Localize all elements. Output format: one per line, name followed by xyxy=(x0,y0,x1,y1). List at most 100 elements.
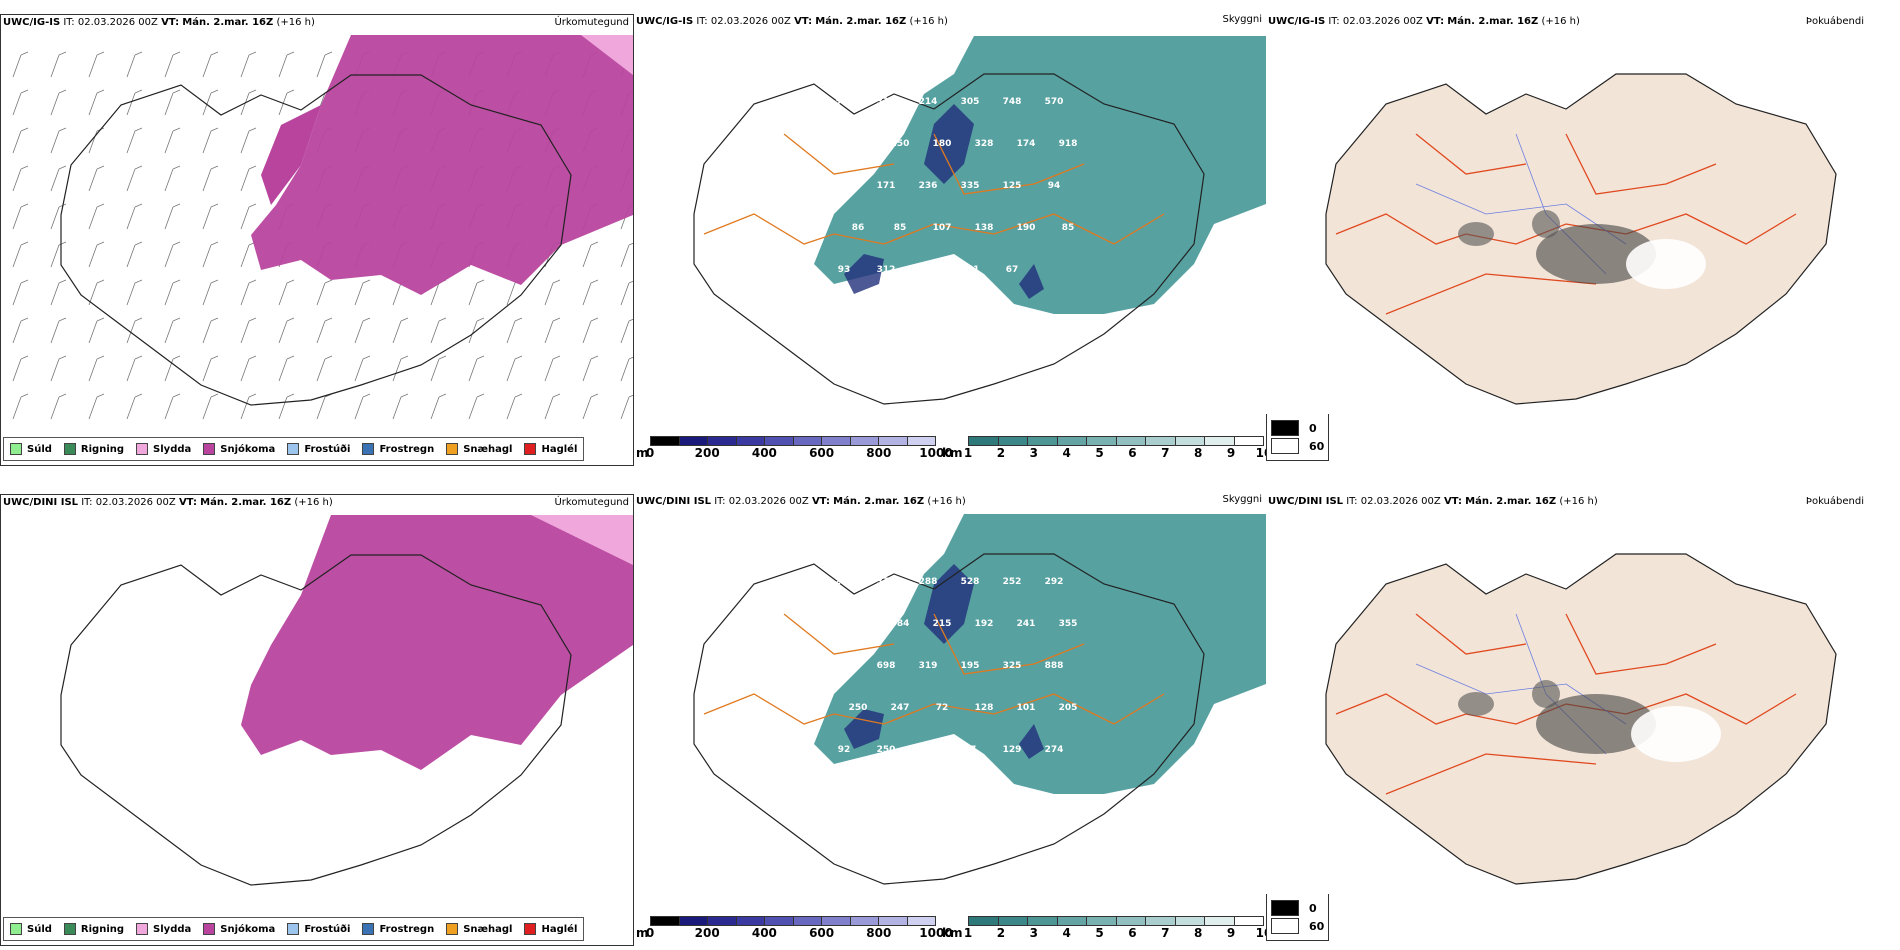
wind-barb xyxy=(50,393,67,420)
wind-barb xyxy=(240,203,257,230)
colorbar-tick: 4 xyxy=(1062,926,1071,940)
legend-label: Haglél xyxy=(541,923,578,935)
visibility-colorbar-row2: km 1 2 3 4 5 6 7 8 9 10 xyxy=(942,916,1272,940)
fog-type-label-row2: Þokuábendi xyxy=(1805,496,1864,507)
fog-panel-row2: UWC/DINI ISL IT: 02.03.2026 00Z VT: Mán.… xyxy=(1266,494,1900,894)
legend-swatch xyxy=(63,443,76,455)
legend-item: Snjókoma xyxy=(203,443,275,455)
precip-title-row1: UWC/IG-IS IT: 02.03.2026 00Z VT: Mán. 2.… xyxy=(3,17,315,28)
wind-barb xyxy=(126,51,143,78)
wind-barb xyxy=(620,394,633,420)
ceiling-label: 274 xyxy=(1045,745,1064,755)
legend-item: Frostregn xyxy=(362,923,434,935)
ceiling-label: 67 xyxy=(1006,265,1019,275)
legend-swatch xyxy=(10,923,22,935)
wind-barb xyxy=(202,165,219,192)
ceiling-labels-row1: 341 314 214 305 748 570 207 250 180 328 174 918 248 1… xyxy=(835,97,1078,275)
legend-label: Snæhagl xyxy=(463,923,513,935)
fog-key-row: 0 xyxy=(1271,420,1324,436)
visibility-title-row2: UWC/DINI ISL IT: 02.03.2026 00Z VT: Mán.… xyxy=(636,496,966,507)
ceiling-label: 215 xyxy=(933,619,952,629)
wind-barb xyxy=(240,279,257,306)
legend-item: Frostúði xyxy=(287,443,350,455)
wind-barb xyxy=(12,203,29,230)
ceiling-label: 335 xyxy=(961,181,980,191)
legend-item: Haglél xyxy=(524,443,577,455)
wind-barb xyxy=(50,89,67,116)
ceiling-label: 174 xyxy=(1017,139,1036,149)
fog-key-row: 60 xyxy=(1271,918,1324,934)
wind-barb xyxy=(316,51,333,78)
wind-barb xyxy=(164,89,181,116)
legend-label: Frostúði xyxy=(304,443,351,455)
ceiling-labels-row2: 221 371 288 528 252 292 415 984 215 192 241 355 204 6… xyxy=(835,577,1078,797)
ceiling-label: 138 xyxy=(975,223,994,233)
legend-swatch xyxy=(362,443,375,455)
wind-barb xyxy=(50,241,67,268)
colorbar-tick: 400 xyxy=(751,446,777,460)
wind-barb xyxy=(620,280,633,306)
colorbar-tick: 9 xyxy=(1226,926,1236,940)
visibility-title-row1: UWC/IG-IS IT: 02.03.2026 00Z VT: Mán. 2.… xyxy=(636,16,948,27)
fog-key-swatch xyxy=(1271,420,1299,436)
wind-barb xyxy=(240,317,257,344)
colorbar-tick: 8 xyxy=(1194,926,1203,940)
wind-barb xyxy=(164,127,181,154)
wind-barb xyxy=(430,317,447,344)
legend-label: Snæhagl xyxy=(463,443,513,455)
visibility-colorbar-boxes xyxy=(968,436,1264,446)
colorbar-tick: 1000 xyxy=(919,446,953,460)
wind-barb xyxy=(12,279,29,306)
wind-barb xyxy=(164,241,181,268)
legend-item: Súld xyxy=(10,443,52,455)
wind-barb xyxy=(582,355,599,382)
wind-barb xyxy=(468,393,485,420)
visibility-type-label-row2: Skyggni xyxy=(1222,494,1262,505)
legend-label: Slydda xyxy=(153,923,192,935)
ceiling-label: 195 xyxy=(961,661,980,671)
wind-barb xyxy=(126,89,143,116)
legend-swatch xyxy=(136,923,149,935)
wind-barb xyxy=(12,127,29,154)
wind-barb xyxy=(12,89,29,116)
ceiling-label: 221 xyxy=(835,577,854,587)
legend-item: Rigning xyxy=(63,443,124,455)
colorbar-tick: 600 xyxy=(809,446,835,460)
fog-key-row1: 0 60 xyxy=(1266,413,1330,461)
visibility-map-row1: 341 314 214 305 748 570 207 250 180 328 174 918 248 1… xyxy=(693,36,1266,405)
wind-barb xyxy=(240,51,257,78)
ceiling-label: 128 xyxy=(975,703,994,713)
precip-type-label-row2: Úrkomutegund xyxy=(554,497,629,508)
visibility-unit: km xyxy=(942,446,963,460)
visibility-unit: km xyxy=(942,926,963,940)
colorbar-tick: 3 xyxy=(1029,926,1038,940)
wind-barb xyxy=(164,203,181,230)
fog-type-label-row1: Þokuábendi xyxy=(1805,16,1864,27)
ceiling-label: 94 xyxy=(1048,181,1061,191)
ceiling-label: 97 xyxy=(964,745,977,755)
ceiling-label: 84 xyxy=(922,745,935,755)
wind-barb xyxy=(240,89,257,116)
legend-label: Snjókoma xyxy=(220,443,276,455)
ceiling-label: 851 xyxy=(961,265,980,275)
wind-barb xyxy=(544,393,561,420)
wind-barb xyxy=(354,355,371,382)
legend-swatch xyxy=(10,443,22,455)
ceiling-colorbar-boxes xyxy=(650,916,936,926)
wind-barb xyxy=(430,393,447,420)
legend-label: Frostregn xyxy=(379,443,435,455)
visibility-map-row2: 221 371 288 528 252 292 415 984 215 192 241 355 204 6… xyxy=(693,514,1266,885)
ceiling-label: 984 xyxy=(891,619,910,629)
ceiling-label: 314 xyxy=(877,97,896,107)
wind-barb xyxy=(50,165,67,192)
wind-barb xyxy=(88,203,105,230)
visibility-type-label-row1: Skyggni xyxy=(1222,14,1262,25)
wind-barb xyxy=(506,393,523,420)
wind-barb xyxy=(506,317,523,344)
wind-barb xyxy=(88,51,105,78)
colorbar-tick: 1 xyxy=(963,446,973,460)
legend-label: Súld xyxy=(27,923,52,935)
ceiling-label: 252 xyxy=(1003,577,1022,587)
legend-label: Rigning xyxy=(80,923,125,935)
ceiling-label: 214 xyxy=(919,97,938,107)
